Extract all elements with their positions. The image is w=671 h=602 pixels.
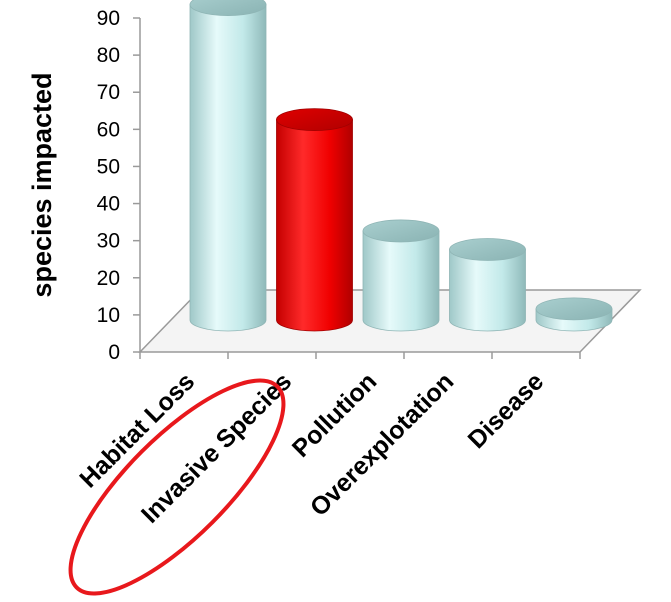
y-tick-label: 30 <box>97 230 120 253</box>
y-tick-label: 80 <box>97 44 120 67</box>
bars <box>189 0 613 332</box>
y-tick-label: 70 <box>97 81 120 104</box>
bar-disease <box>535 297 613 332</box>
y-tick-label: 50 <box>97 155 120 178</box>
y-tick-label: 40 <box>97 193 120 216</box>
highlight-ellipse <box>68 378 286 596</box>
y-tick-label: 0 <box>108 341 120 364</box>
y-axis-title: species impacted <box>27 72 57 297</box>
x-axis-ticks <box>139 352 581 359</box>
y-tick-label: 20 <box>97 267 120 290</box>
y-tick-label: 90 <box>97 7 120 30</box>
x-category-label: Overexplotation <box>305 367 459 521</box>
y-tick-label: 60 <box>97 118 120 141</box>
bar-overexplotation <box>449 238 526 332</box>
bar-invasive-species <box>276 108 353 332</box>
bar-habitat-loss <box>189 0 267 332</box>
bar-pollution <box>362 219 440 332</box>
y-axis-ticks: 0 10 20 30 40 50 60 70 80 90 <box>97 7 140 364</box>
y-tick-label: 10 <box>97 304 120 327</box>
x-category-label: Disease <box>463 367 550 454</box>
